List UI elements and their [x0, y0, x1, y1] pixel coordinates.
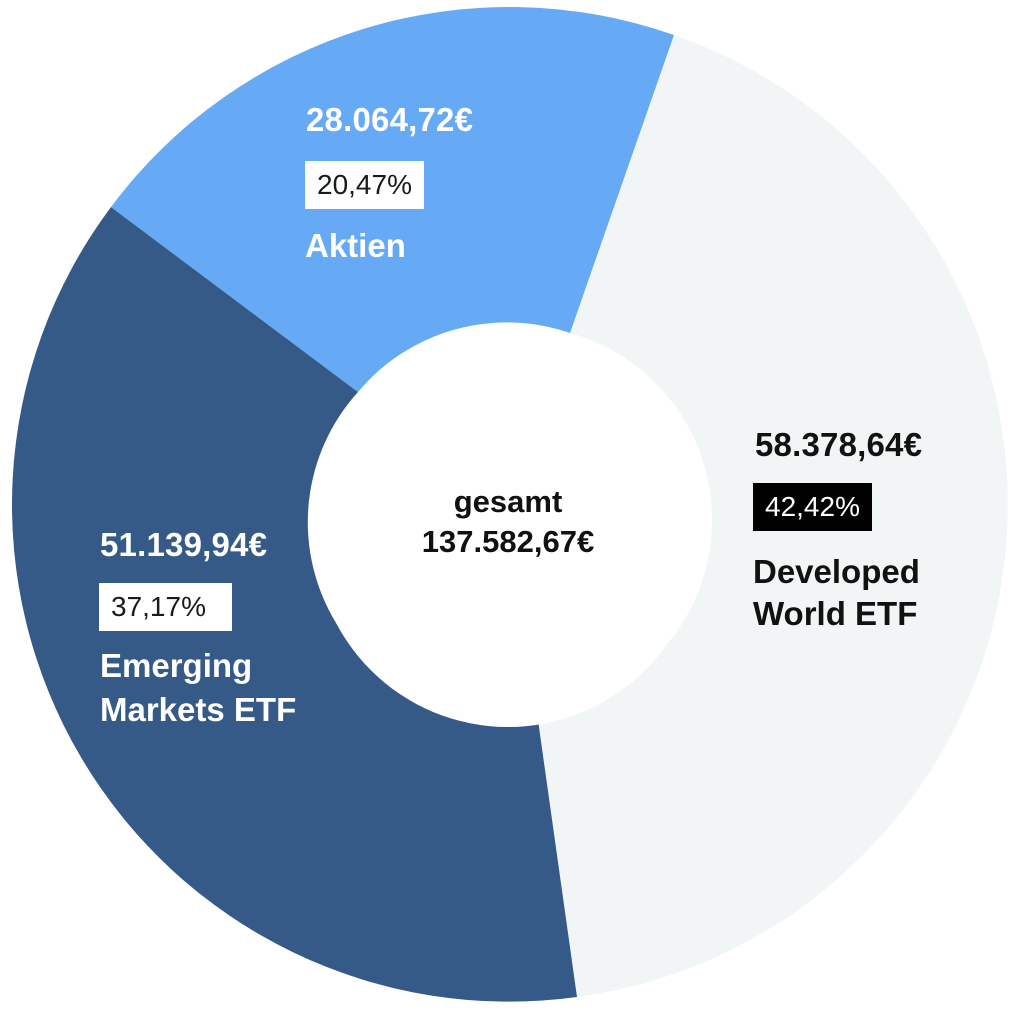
aktien-percent-badge-wrap: 20,47%	[305, 161, 424, 209]
total-label: gesamt	[453, 484, 563, 519]
total-value: 137.582,67€	[421, 524, 595, 559]
emerging-amount-label: 51.139,94€	[100, 526, 268, 563]
aktien-percent-badge: 20,47%	[305, 161, 424, 209]
developed-name-label-line2: World ETF	[753, 595, 918, 632]
emerging-percent-badge-wrap: 37,17%	[99, 583, 232, 631]
donut-hole	[314, 339, 702, 727]
developed-percent-badge-wrap: 42,42%	[753, 483, 872, 531]
developed-name-label-line1: Developed	[753, 553, 920, 590]
emerging-percent-badge: 37,17%	[99, 583, 232, 631]
aktien-amount-label: 28.064,72€	[306, 101, 474, 138]
slice-emerging-markets-etf[interactable]	[11, 207, 577, 1002]
developed-amount-label: 58.378,64€	[755, 426, 923, 463]
emerging-name-label-line2: Markets ETF	[100, 691, 297, 728]
developed-percent-badge: 42,42%	[753, 483, 872, 531]
emerging-name-label-line1: Emerging	[100, 647, 253, 684]
total-summary: gesamt 137.582,67€	[358, 482, 658, 562]
aktien-name-label: Aktien	[305, 227, 406, 264]
